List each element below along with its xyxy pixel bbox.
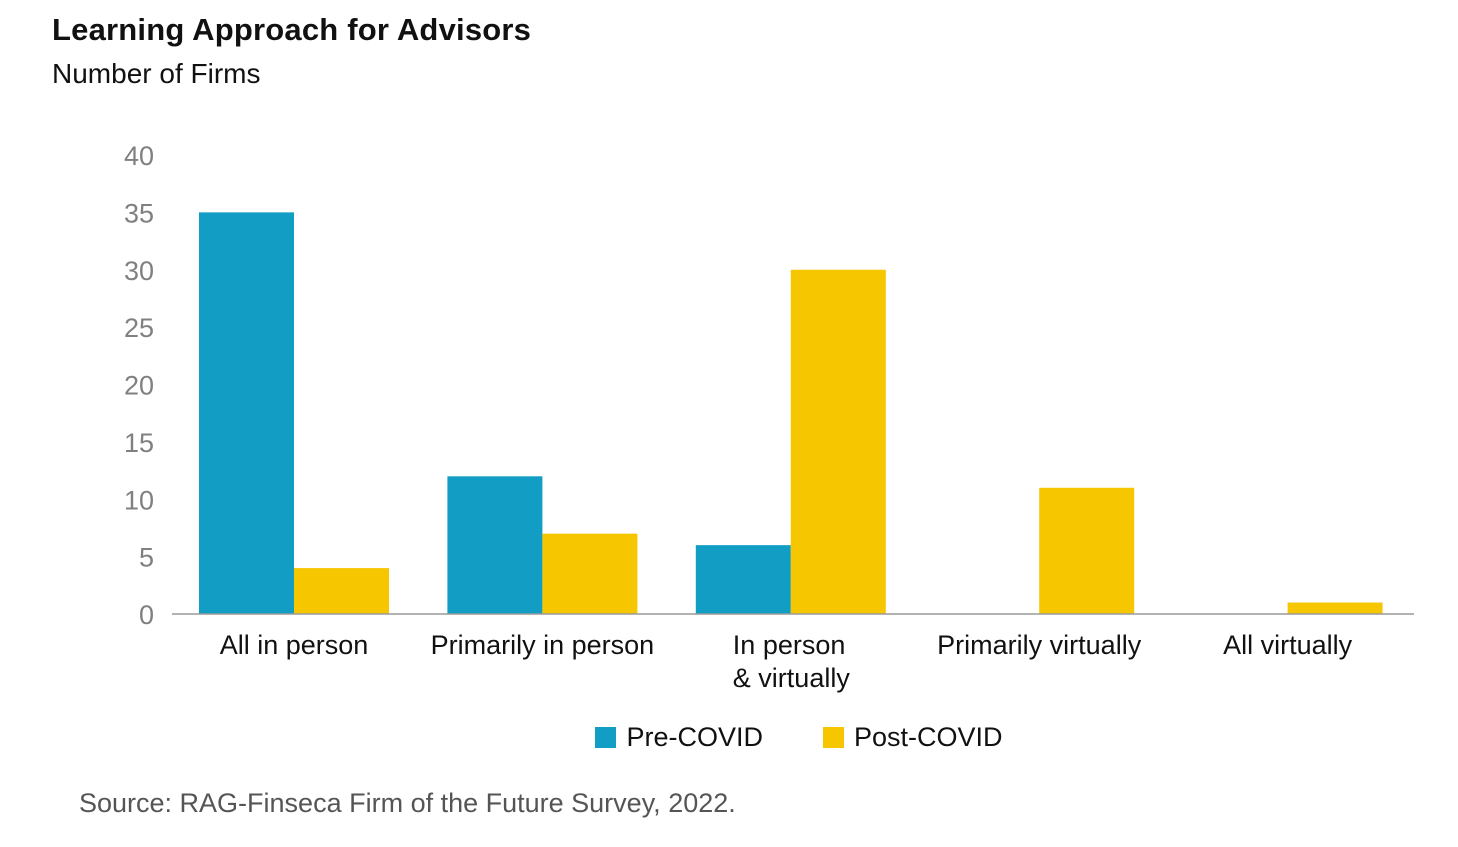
legend-item-post-covid: Post-COVID: [823, 722, 1003, 753]
x-category-label-line: All in person: [220, 630, 369, 660]
bar-post-covid: [294, 568, 389, 614]
x-category-label-line: Primarily in person: [431, 630, 655, 660]
x-axis-labels: All in person Primarily in person In perso…: [220, 630, 1353, 693]
y-tick-label: 40: [124, 141, 154, 171]
x-category-label-line: All virtually: [1223, 630, 1353, 660]
bar-pre-covid: [447, 476, 543, 614]
bar-pre-covid: [199, 212, 294, 614]
x-category-label: All in person: [220, 630, 369, 660]
y-tick-label: 35: [124, 198, 154, 228]
chart-subtitle: Number of Firms: [52, 58, 261, 89]
y-tick-label: 25: [124, 313, 154, 343]
x-category-label: In person & virtually: [733, 630, 851, 693]
bar-post-covid: [790, 269, 886, 614]
y-axis-ticks: 0 5 10 15 20 25 30 35 40: [124, 141, 154, 630]
x-category-label-line: In person: [733, 630, 846, 660]
legend-label-post-covid: Post-COVID: [854, 722, 1003, 752]
legend: Pre-COVID Post-COVID: [0, 722, 1458, 753]
bar-post-covid: [1287, 602, 1383, 614]
y-tick-label: 20: [124, 371, 154, 401]
x-category-label-line: Primarily virtually: [937, 630, 1142, 660]
x-category-label: Primarily virtually: [937, 630, 1142, 660]
legend-swatch-pre-covid: [595, 727, 617, 748]
bar-post-covid: [542, 533, 638, 614]
bars: [199, 212, 1383, 614]
x-category-label-line: & virtually: [733, 663, 851, 693]
y-tick-label: 5: [139, 543, 154, 573]
x-category-label: All virtually: [1223, 630, 1353, 660]
y-tick-label: 15: [124, 428, 154, 458]
y-tick-label: 0: [139, 600, 154, 630]
legend-label-pre-covid: Pre-COVID: [626, 722, 763, 752]
chart-title: Learning Approach for Advisors: [52, 12, 532, 47]
x-category-label: Primarily in person: [431, 630, 655, 660]
bar-post-covid: [1039, 487, 1135, 614]
legend-item-pre-covid: Pre-COVID: [595, 722, 763, 753]
y-tick-label: 30: [124, 256, 154, 286]
bar-pre-covid: [695, 545, 791, 614]
source-note: Source: RAG-Finseca Firm of the Future S…: [79, 788, 736, 818]
legend-swatch-post-covid: [823, 727, 844, 748]
y-tick-label: 10: [124, 485, 154, 515]
